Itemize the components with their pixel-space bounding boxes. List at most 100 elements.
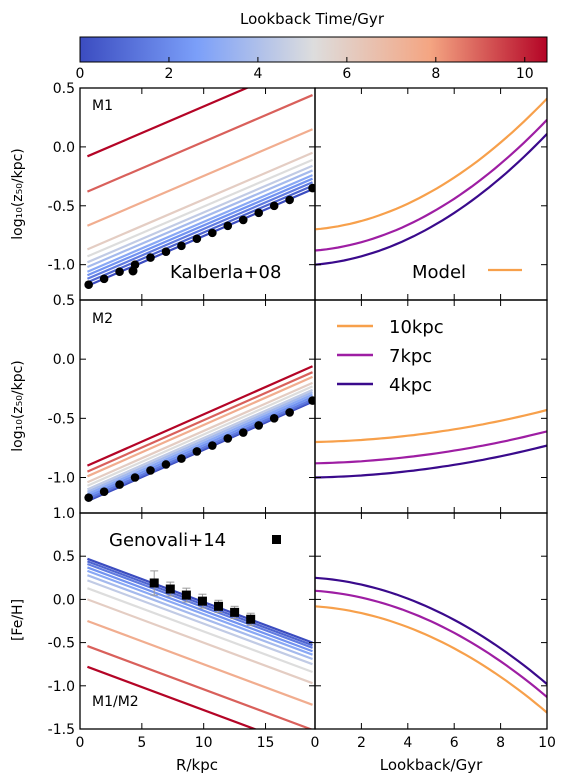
panel-label-m1m2: M1/M2 bbox=[92, 694, 139, 710]
y-tick-label: -1.0 bbox=[48, 471, 75, 487]
age-line bbox=[86, 164, 313, 264]
panel-label-m1: M1 bbox=[92, 98, 113, 114]
colorbar-tick-label: 0 bbox=[76, 66, 85, 82]
y-axis-label-m2: log₁₀(z₅₀/kpc) bbox=[10, 360, 26, 451]
age-line bbox=[86, 94, 313, 193]
age-line bbox=[86, 388, 313, 491]
data-point bbox=[308, 396, 315, 405]
age-line bbox=[86, 174, 313, 273]
plot-area bbox=[315, 576, 547, 714]
panel-m1-scaleheight bbox=[79, 87, 316, 301]
y-tick-label: -0.5 bbox=[48, 411, 75, 427]
data-point bbox=[285, 408, 294, 417]
plot-area bbox=[315, 408, 547, 479]
age-line bbox=[86, 365, 313, 467]
panel-m1-model bbox=[314, 87, 548, 301]
data-point bbox=[254, 421, 264, 430]
plot-area bbox=[84, 88, 315, 289]
data-point bbox=[192, 234, 202, 244]
y-tick-label: 0.5 bbox=[53, 293, 75, 309]
age-line bbox=[86, 177, 313, 277]
data-point-square bbox=[230, 607, 240, 617]
data-point bbox=[238, 428, 248, 437]
colorbar-tick-label: 6 bbox=[342, 66, 351, 82]
data-point bbox=[223, 434, 233, 443]
x-tick-label: 4 bbox=[403, 735, 412, 751]
data-point bbox=[99, 274, 109, 284]
legend-model-label: Model bbox=[412, 262, 466, 283]
data-point bbox=[84, 280, 93, 289]
data-point bbox=[308, 183, 315, 193]
panel-frame bbox=[314, 512, 548, 730]
data-point-square bbox=[197, 596, 207, 606]
data-point bbox=[177, 241, 186, 251]
data-point bbox=[115, 267, 124, 277]
panel-m2-scaleheight bbox=[79, 299, 316, 514]
age-line bbox=[86, 381, 313, 484]
age-line bbox=[86, 88, 250, 158]
y-tick-label: -0.5 bbox=[48, 199, 75, 215]
panel-feh-gradient bbox=[79, 512, 316, 730]
y-tick-label: 0.5 bbox=[53, 549, 75, 565]
data-point bbox=[161, 247, 171, 257]
y-axis-label-feh: [Fe/H] bbox=[10, 599, 26, 641]
y-tick-label: 0.0 bbox=[53, 592, 75, 608]
y-tick-label: -1.0 bbox=[48, 679, 75, 695]
model-curve-7kpc bbox=[315, 589, 547, 698]
data-point bbox=[254, 208, 264, 218]
y-axis-label-m1: log₁₀(z₅₀/kpc) bbox=[10, 148, 26, 239]
data-point-square bbox=[246, 614, 256, 624]
data-point bbox=[115, 480, 124, 489]
y-tick-label: 0.5 bbox=[53, 81, 75, 97]
age-line bbox=[87, 574, 313, 661]
colorbar-tick-label: 8 bbox=[431, 66, 440, 82]
age-line bbox=[86, 158, 313, 258]
model-curve-10kpc bbox=[315, 408, 547, 444]
colorbar-tick-label: 4 bbox=[253, 66, 262, 82]
data-point bbox=[223, 221, 233, 231]
data-point bbox=[99, 487, 109, 497]
x-axis-label-left: R/kpc bbox=[176, 756, 218, 774]
model-curve-4kpc bbox=[315, 444, 547, 479]
age-line bbox=[86, 169, 313, 269]
colorbar bbox=[79, 36, 548, 63]
model-curve-10kpc bbox=[315, 97, 547, 231]
x-tick-label: 8 bbox=[496, 735, 505, 751]
age-line bbox=[86, 181, 313, 280]
data-point bbox=[146, 466, 155, 475]
data-point bbox=[269, 201, 279, 211]
age-line bbox=[86, 375, 313, 478]
x-tick-label: 0 bbox=[76, 735, 85, 751]
panel-label-m2: M2 bbox=[92, 311, 113, 327]
age-line bbox=[87, 579, 313, 666]
legend-genovali-marker bbox=[272, 535, 281, 544]
y-tick-label: 0.0 bbox=[53, 352, 75, 368]
age-line bbox=[86, 371, 313, 473]
x-tick-label: 15 bbox=[257, 735, 275, 751]
data-point bbox=[84, 493, 93, 502]
x-tick-label: 5 bbox=[137, 735, 146, 751]
legend-7kpc-label: 7kpc bbox=[389, 346, 432, 367]
model-curve-4kpc bbox=[315, 576, 547, 685]
x-tick-label: 2 bbox=[357, 735, 366, 751]
y-tick-label: 1.0 bbox=[53, 506, 75, 522]
colorbar-label: Lookback Time/Gyr bbox=[240, 10, 385, 28]
data-point bbox=[238, 215, 248, 225]
y-tick-label: 0.0 bbox=[53, 140, 75, 156]
data-point bbox=[208, 441, 217, 450]
plot-area bbox=[315, 97, 547, 266]
data-point-square bbox=[181, 590, 191, 600]
age-line bbox=[87, 665, 258, 729]
plot-area bbox=[87, 557, 313, 729]
data-point bbox=[177, 454, 186, 463]
age-line bbox=[87, 569, 313, 656]
age-line bbox=[86, 393, 313, 496]
legend-kalberla-label: Kalberla+08 bbox=[170, 262, 281, 283]
age-line bbox=[87, 566, 313, 653]
x-tick-label: 10 bbox=[538, 735, 556, 751]
data-point bbox=[146, 253, 155, 262]
age-line bbox=[86, 391, 313, 493]
age-line bbox=[87, 598, 313, 685]
age-line bbox=[87, 645, 313, 729]
age-line bbox=[86, 128, 313, 227]
